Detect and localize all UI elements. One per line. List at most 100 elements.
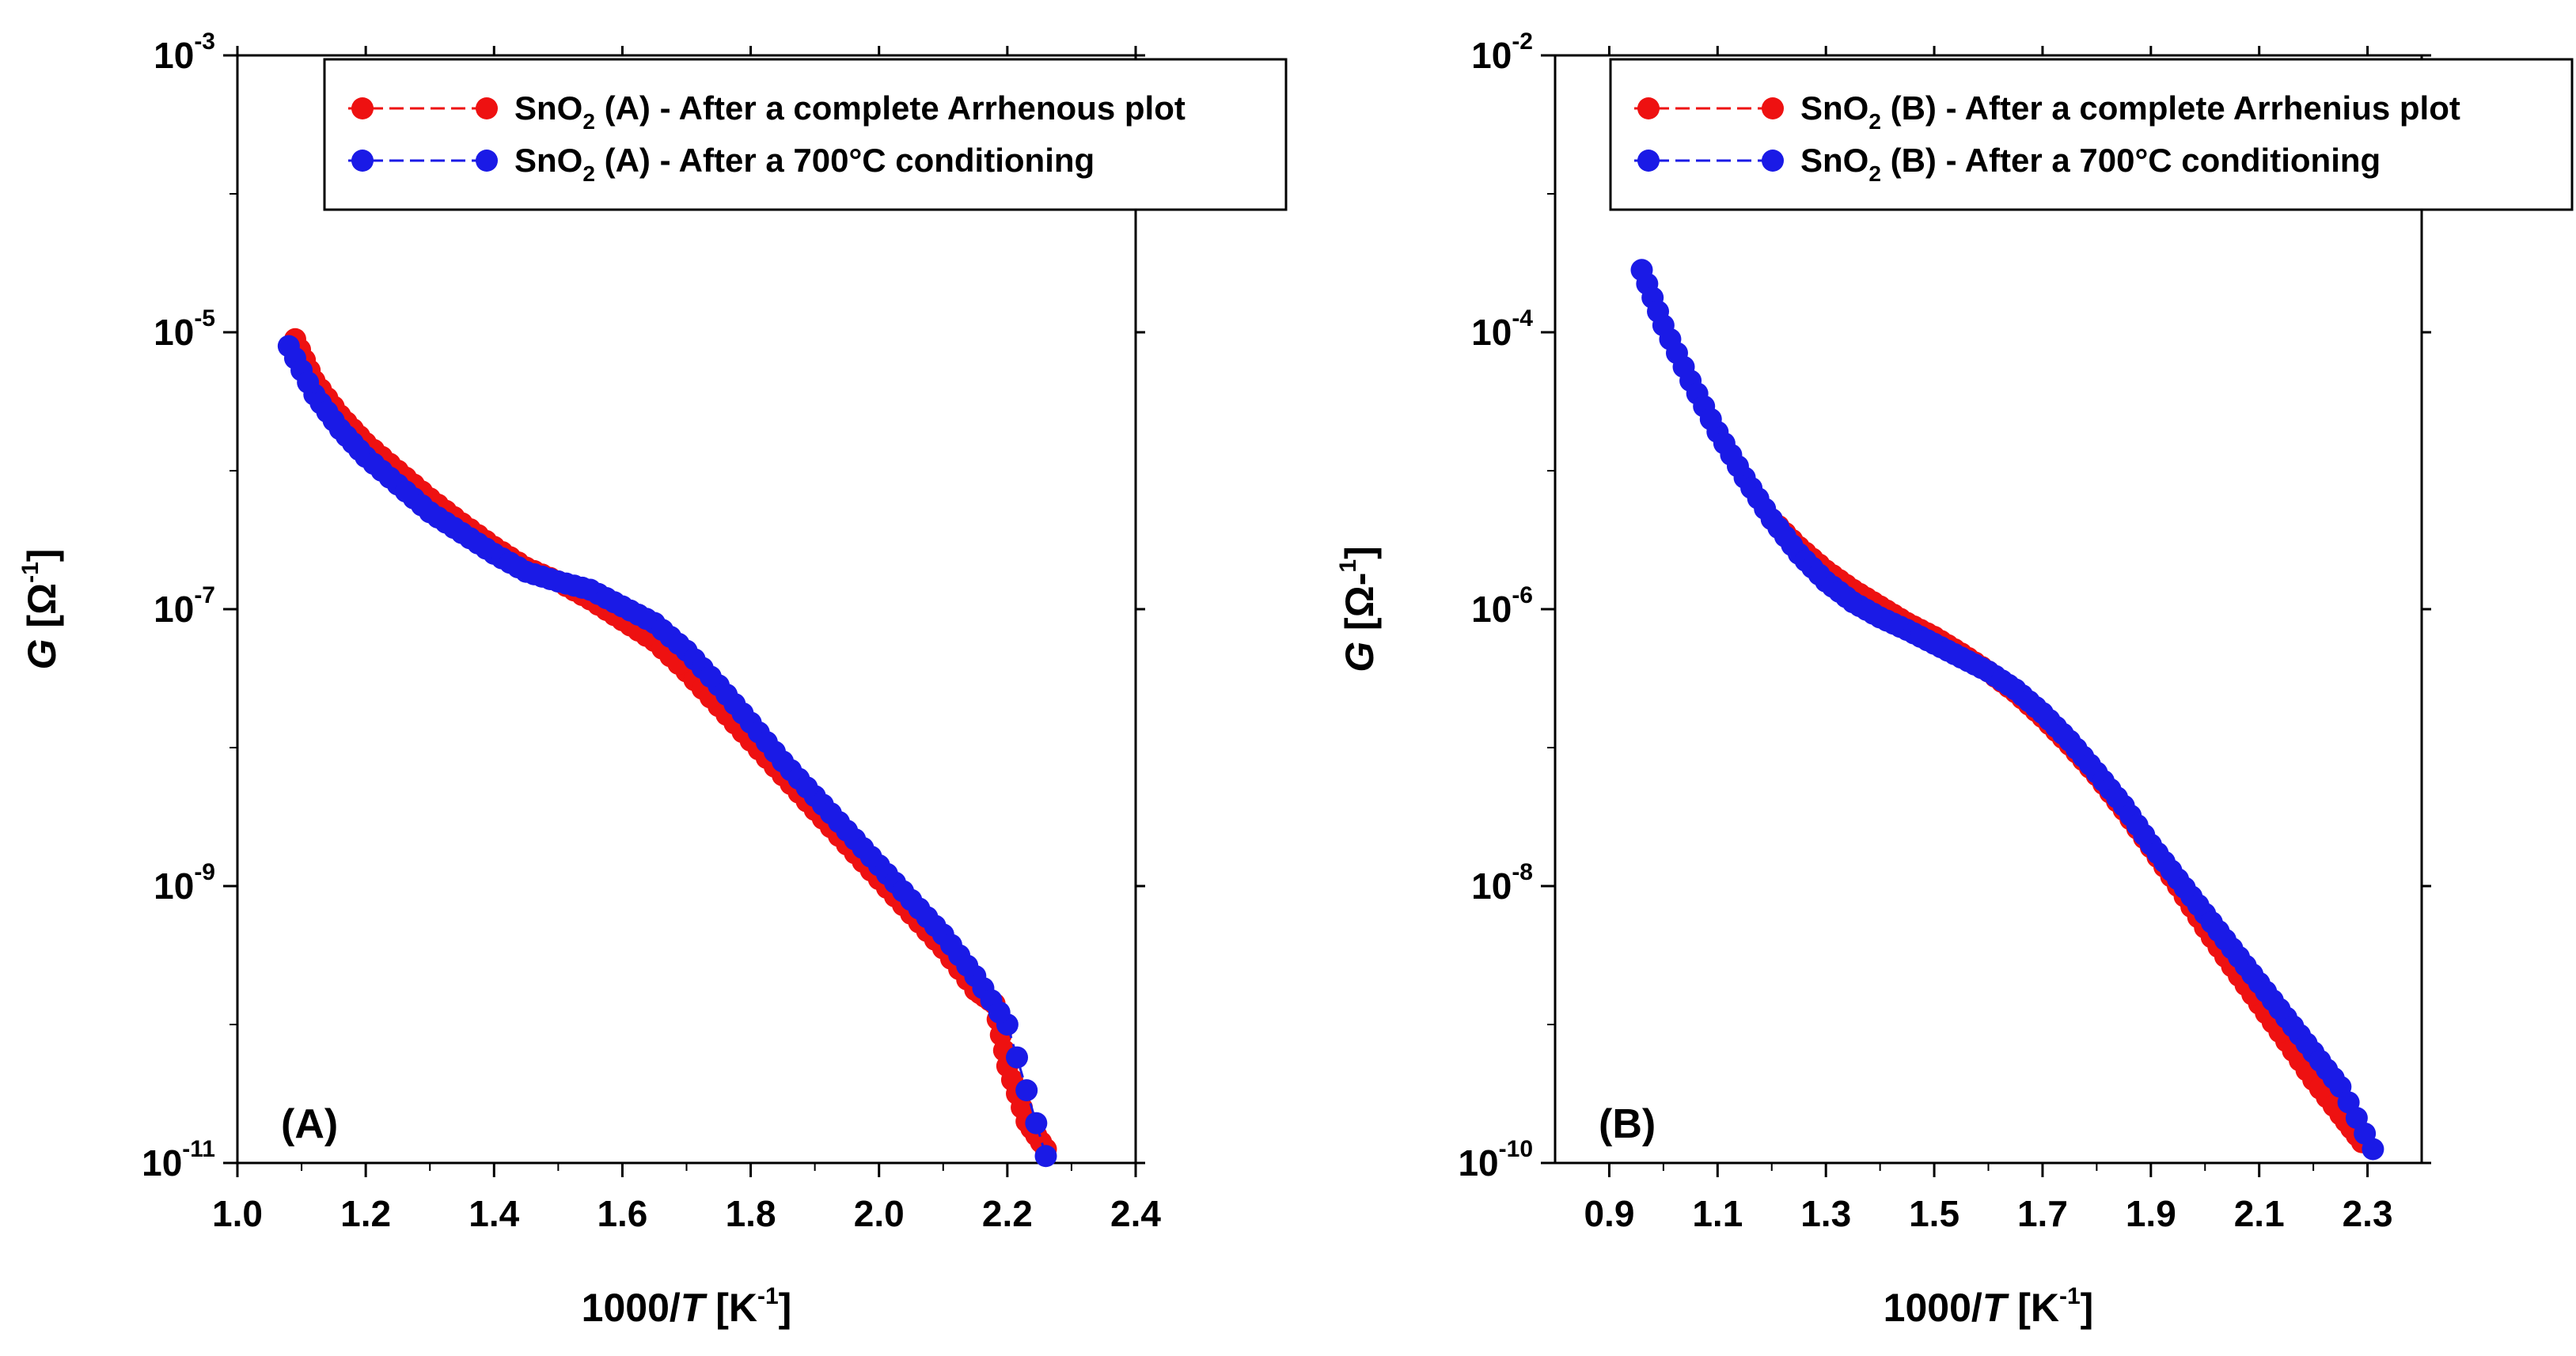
y-tick-exponent: -2 bbox=[1512, 28, 1533, 55]
data-point-fill bbox=[2051, 722, 2074, 745]
data-point-fill bbox=[2160, 859, 2183, 882]
plot-frame bbox=[1554, 54, 2423, 1165]
x-tick-label: 0.9 bbox=[1584, 1193, 1634, 1234]
legend-label: SnO2 (A) - After a complete Arrhenous pl… bbox=[514, 89, 1186, 134]
x-tick-label: 2.4 bbox=[1110, 1193, 1161, 1234]
y-axis-unit: [Ω bbox=[20, 583, 64, 639]
x-tick-label: 1.0 bbox=[212, 1193, 263, 1234]
legend-marker bbox=[1762, 97, 1784, 119]
data-point-fill bbox=[699, 665, 722, 688]
y-axis-title: G [Ω-1] bbox=[17, 549, 64, 670]
x-tick-label: 2.1 bbox=[2234, 1193, 2285, 1234]
legend: SnO2 (B) - After a complete Arrhenius pl… bbox=[1609, 58, 2574, 211]
y-tick-exponent: -11 bbox=[182, 1136, 215, 1162]
y-tick-base: 10 bbox=[1471, 35, 1512, 76]
y-tick-label: 10-9 bbox=[154, 859, 215, 907]
legend-marker bbox=[476, 150, 498, 172]
y-tick-exponent: -3 bbox=[194, 28, 215, 55]
data-point-fill bbox=[1672, 355, 1695, 378]
x-axis-unit: [K bbox=[704, 1286, 757, 1330]
legend-entry: SnO2 (B) - After a complete Arrhenius pl… bbox=[1634, 89, 2460, 134]
data-point-fill bbox=[956, 954, 979, 977]
x-axis-unit-exp: -1 bbox=[2059, 1283, 2081, 1309]
data-point-fill bbox=[988, 1001, 1011, 1024]
data-point-fill bbox=[297, 371, 320, 394]
y-tick-exponent: -9 bbox=[194, 859, 215, 885]
x-axis-prefix: 1000/ bbox=[582, 1286, 681, 1330]
x-tick-label: 1.2 bbox=[340, 1193, 391, 1234]
y-tick-label: 10-6 bbox=[1471, 582, 1533, 630]
y-tick-exponent: -6 bbox=[1512, 582, 1533, 608]
data-point-fill bbox=[2078, 753, 2101, 776]
y-tick-base: 10 bbox=[1458, 1142, 1498, 1184]
x-tick-label: 1.3 bbox=[1800, 1193, 1851, 1234]
data-point-fill bbox=[667, 632, 690, 655]
legend-label-formula: SnO bbox=[1800, 89, 1868, 127]
legend-entry: SnO2 (A) - After a 700°C conditioning bbox=[348, 142, 1095, 186]
y-tick-label: 10-8 bbox=[1471, 859, 1533, 907]
legend-label: SnO2 (B) - After a complete Arrhenius pl… bbox=[1800, 89, 2460, 134]
y-tick-base: 10 bbox=[154, 589, 194, 630]
y-tick-base: 10 bbox=[1471, 312, 1512, 353]
legend: SnO2 (A) - After a complete Arrhenous pl… bbox=[323, 58, 1288, 211]
x-axis-title: 1000/T [K-1] bbox=[1884, 1283, 2094, 1330]
data-point-fill bbox=[763, 740, 786, 763]
y-axis-title: G [Ω-1] bbox=[1335, 546, 1382, 672]
y-tick-label: 10-11 bbox=[142, 1136, 215, 1184]
data-point-fill bbox=[924, 915, 947, 937]
legend-label-subscript: 2 bbox=[1868, 161, 1881, 186]
data-point-fill bbox=[1781, 534, 1804, 557]
legend-label-text: (B) - After a complete Arrhenius plot bbox=[1881, 89, 2460, 127]
data-point-fill bbox=[859, 845, 882, 868]
data-point-fill bbox=[378, 466, 401, 489]
legend-label: SnO2 (B) - After a 700°C conditioning bbox=[1800, 142, 2381, 186]
legend-label: SnO2 (A) - After a 700°C conditioning bbox=[514, 142, 1095, 186]
data-point-fill bbox=[2322, 1066, 2345, 1089]
y-tick-exponent: -7 bbox=[194, 582, 215, 608]
x-tick-label: 1.8 bbox=[726, 1193, 776, 1234]
data-point-fill bbox=[442, 517, 465, 540]
x-axis-var: T bbox=[1982, 1286, 2010, 1330]
x-axis-unit: [K bbox=[2006, 1286, 2059, 1330]
y-tick-label: 10-2 bbox=[1471, 28, 1533, 76]
data-point-fill bbox=[1647, 300, 1670, 323]
legend-label-subscript: 2 bbox=[582, 109, 595, 134]
x-axis-unit-close: ] bbox=[2081, 1286, 2094, 1330]
x-tick-label: 1.1 bbox=[1692, 1193, 1743, 1234]
y-tick-base: 10 bbox=[154, 312, 194, 353]
legend-marker bbox=[351, 97, 374, 119]
x-axis-unit-exp: -1 bbox=[757, 1283, 779, 1309]
data-point-fill bbox=[1006, 1046, 1029, 1069]
x-tick-label: 1.5 bbox=[1909, 1193, 1960, 1234]
legend-label-formula: SnO bbox=[514, 142, 582, 179]
data-point-fill bbox=[2214, 928, 2236, 951]
panel-label: (B) bbox=[1599, 1101, 1656, 1147]
legend-label-formula: SnO bbox=[514, 89, 582, 127]
legend-label-formula: SnO bbox=[1800, 142, 1868, 179]
data-point-fill bbox=[475, 537, 498, 560]
series-red bbox=[283, 328, 1057, 1161]
x-tick-label: 2.3 bbox=[2343, 1193, 2393, 1234]
data-point-fill bbox=[2133, 824, 2156, 847]
data-point-fill bbox=[1726, 455, 1749, 478]
data-point-fill bbox=[1699, 407, 1722, 430]
legend-marker bbox=[351, 150, 374, 172]
y-tick-label: 10-7 bbox=[154, 582, 215, 630]
x-tick-label: 1.7 bbox=[2017, 1193, 2068, 1234]
data-point bbox=[1034, 1145, 1057, 1168]
y-tick-label: 10-3 bbox=[154, 28, 215, 76]
legend-marker bbox=[1637, 97, 1660, 119]
legend-marker bbox=[1637, 150, 1660, 172]
y-tick-label: 10-10 bbox=[1458, 1136, 1533, 1184]
x-tick-label: 2.0 bbox=[854, 1193, 905, 1234]
y-axis-unit-close: ] bbox=[1337, 546, 1382, 559]
x-tick-label: 1.6 bbox=[597, 1193, 647, 1234]
y-axis-unit-close: ] bbox=[20, 549, 64, 562]
y-tick-base: 10 bbox=[142, 1142, 182, 1184]
x-axis-title: 1000/T [K-1] bbox=[582, 1283, 792, 1330]
data-point-fill bbox=[795, 776, 818, 799]
data-point-fill bbox=[1011, 1097, 1034, 1119]
legend-box bbox=[1609, 58, 2574, 211]
y-axis-unit: [Ω- bbox=[1337, 573, 1382, 642]
